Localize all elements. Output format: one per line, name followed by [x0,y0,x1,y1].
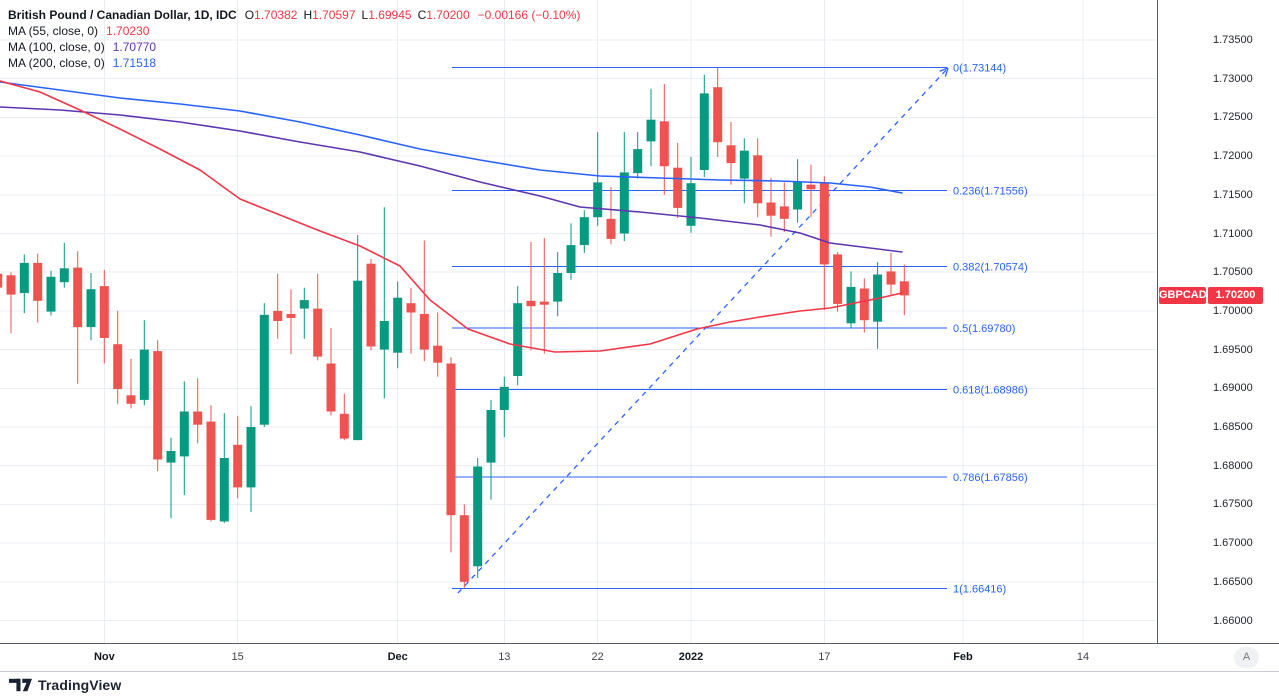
chart-legend: British Pound / Canadian Dollar, 1D, IDC… [8,7,580,71]
svg-text:0.236(1.71556): 0.236(1.71556) [953,186,1028,198]
tradingview-logo-text: TradingView [38,677,122,693]
svg-text:0.382(1.70574): 0.382(1.70574) [953,262,1028,274]
svg-text:0.618(1.68986): 0.618(1.68986) [953,384,1028,396]
ohlc-low: L1.69945 [361,8,412,22]
price-axis-label: 1.71000 [1213,227,1253,240]
svg-text:0.5(1.69780): 0.5(1.69780) [953,323,1015,335]
price-change: −0.00166 (−0.10%) [477,8,581,22]
price-axis-label: 1.68500 [1213,421,1253,433]
time-axis-label: Feb [953,651,973,663]
symbol-price-badge: GBPCAD [1159,287,1207,305]
time-axis-label: Dec [387,651,408,663]
time-axis-label: 14 [1076,651,1090,663]
legend-ma-55[interactable]: MA (55, close, 0) 1.70230 [8,24,150,38]
time-axis-label: 15 [231,651,244,663]
svg-text:1(1.66416): 1(1.66416) [953,583,1006,595]
price-axis-label: 1.72000 [1213,150,1253,163]
price-axis-label: 1.70500 [1213,266,1253,279]
price-axis-label: 1.67000 [1213,537,1253,550]
price-axis-label: 1.66500 [1213,575,1253,588]
price-axis-label: 1.73000 [1213,72,1253,85]
price-axis[interactable]: 1.73500 1.73000 1.72500 1.72000 1.71500 1.710… [1157,0,1279,643]
svg-text:0.786(1.67856): 0.786(1.67856) [953,472,1028,484]
last-price-badge: 1.70200 [1208,287,1263,305]
tradingview-logo[interactable]: TradingView [9,677,121,693]
price-axis-label: 1.71500 [1213,188,1253,201]
time-axis-label: Nov [93,651,115,663]
ohlc-open: O1.70382 [244,8,298,22]
ohlc-close: C1.70200 [417,8,470,22]
svg-text:0(1.73144): 0(1.73144) [953,63,1006,75]
price-axis-label: 1.72500 [1213,111,1253,124]
time-axis-label: 17 [818,651,831,663]
time-axis[interactable]: Nov 15 Dec 13 22 2022 17 Feb 14 [0,643,1279,672]
price-chart-canvas[interactable]: 0(1.73144) 0.236(1.71556) 0.382(1.70574) 0.… [0,0,1157,643]
price-axis-label: 1.68000 [1213,459,1253,472]
price-axis-label: 1.69000 [1213,382,1253,395]
price-axis-label: 1.67500 [1213,498,1253,511]
time-axis-label: 22 [591,651,604,663]
price-axis-label: 1.66000 [1213,614,1253,627]
time-axis-label: 13 [498,651,511,663]
legend-ma-100[interactable]: MA (100, close, 0) 1.70770 [8,40,157,54]
auto-scale-button[interactable]: A [1234,647,1259,668]
tradingview-logo-icon [9,678,32,692]
price-axis-label: 1.73500 [1213,34,1253,46]
ohlc-high: H1.70597 [303,8,356,22]
time-axis-label: 2022 [678,651,704,663]
legend-ma-200[interactable]: MA (200, close, 0) 1.71518 [8,56,157,70]
chart-footer: TradingView [0,673,1279,697]
price-axis-label: 1.70000 [1213,304,1253,317]
price-axis-label: 1.69500 [1213,343,1253,356]
symbol-title[interactable]: British Pound / Canadian Dollar, 1D, IDC [8,8,237,22]
